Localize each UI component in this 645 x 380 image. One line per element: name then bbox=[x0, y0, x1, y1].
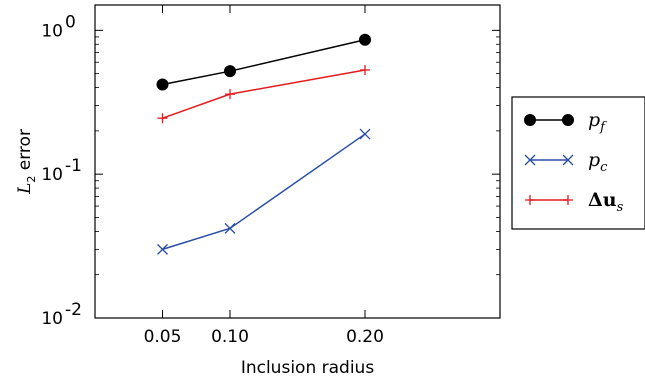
y-tick-label-exponent: -1 bbox=[65, 156, 82, 176]
legend-marker-stroke bbox=[524, 154, 536, 166]
data-point bbox=[156, 78, 169, 91]
x-tick-label: 0.05 bbox=[144, 327, 182, 347]
legend-label: pf bbox=[588, 109, 607, 135]
legend-marker bbox=[562, 114, 574, 126]
y-tick-label-exponent: -2 bbox=[65, 300, 82, 320]
y-tick-label: 10 bbox=[41, 21, 63, 41]
y-tick-label: 10 bbox=[41, 309, 63, 329]
legend-label-main: Δu bbox=[588, 189, 617, 211]
legend-marker bbox=[563, 195, 573, 205]
data-point-stroke bbox=[157, 243, 168, 255]
data-point-stroke bbox=[224, 222, 236, 234]
y-axis-label-main: L bbox=[15, 183, 35, 195]
data-point bbox=[359, 128, 371, 140]
legend-marker bbox=[524, 154, 536, 166]
data-point bbox=[224, 222, 236, 234]
legend-label: Δus bbox=[588, 189, 624, 215]
data-point-stroke bbox=[359, 128, 371, 140]
legend-label-sub: f bbox=[599, 120, 607, 135]
legend-label-sub: s bbox=[617, 200, 624, 215]
y-tick-label-base: 10 bbox=[41, 21, 63, 41]
y-tick-label-base: 10 bbox=[41, 309, 63, 329]
legend-marker-stroke bbox=[562, 154, 574, 166]
series-line-1 bbox=[162, 133, 366, 251]
data-point bbox=[360, 64, 370, 75]
y-tick-label-base: 10 bbox=[41, 165, 63, 185]
data-point bbox=[224, 65, 236, 78]
legend-label: pc bbox=[588, 149, 608, 175]
y-axis-label-sub: 2 bbox=[25, 176, 38, 183]
legend-label-sub: c bbox=[600, 160, 608, 175]
legend-marker bbox=[524, 114, 536, 126]
legend-label-main: p bbox=[588, 149, 600, 171]
x-axis-label: Inclusion radius bbox=[241, 358, 374, 378]
data-point bbox=[157, 113, 168, 124]
y-axis-label-rest: error bbox=[15, 129, 35, 176]
y-tick-label-exponent: 0 bbox=[65, 12, 76, 32]
series-line-2 bbox=[162, 69, 366, 119]
plot-frame bbox=[94, 4, 501, 319]
y-tick-label: 10 bbox=[41, 165, 63, 185]
data-point bbox=[157, 243, 168, 255]
x-tick-label: 0.10 bbox=[211, 327, 249, 347]
data-point bbox=[225, 89, 235, 100]
x-tick-label: 0.20 bbox=[346, 327, 384, 347]
legend-marker bbox=[525, 195, 535, 205]
data-point bbox=[359, 33, 371, 46]
y-axis-label: L2 error bbox=[15, 129, 38, 195]
legend-marker bbox=[562, 154, 574, 166]
series-line-0 bbox=[162, 39, 366, 86]
legend-label-main: p bbox=[588, 109, 600, 131]
